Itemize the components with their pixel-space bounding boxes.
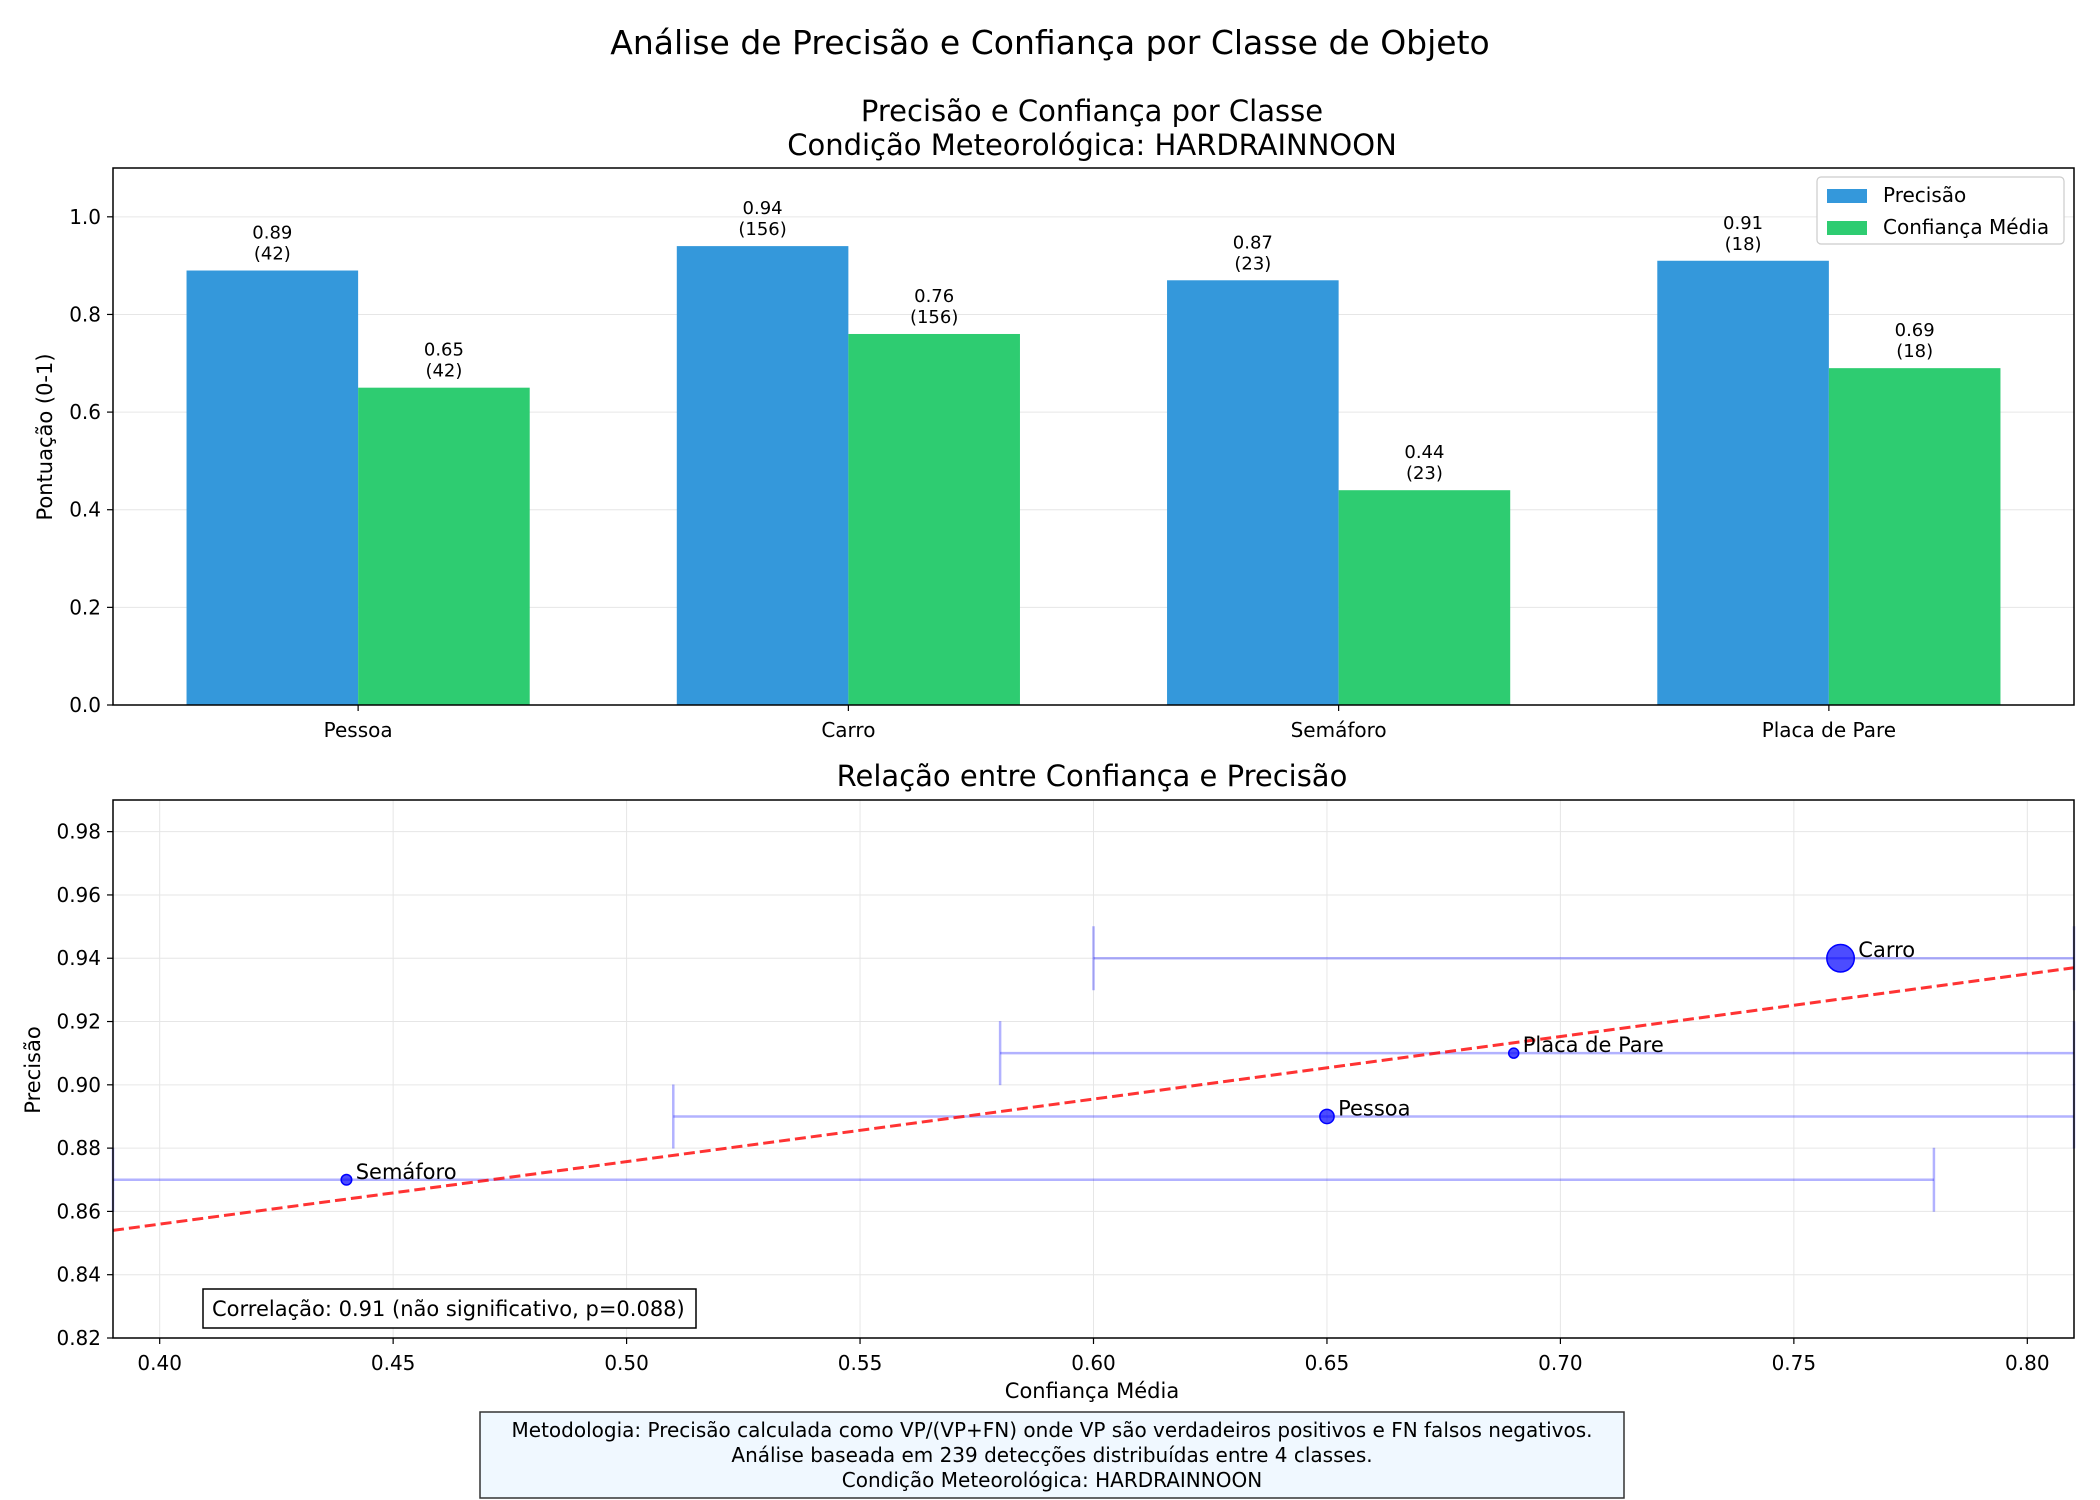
point-semaforo (340, 1173, 353, 1186)
legend-label-precisao: Precisão (1883, 183, 1966, 207)
bar-confianca-media-semaforo (1338, 490, 1511, 705)
scatter-x-tick-label: 0.45 (371, 1351, 416, 1375)
legend-swatch-confianca-media (1827, 221, 1867, 235)
scatter-y-tick-label: 0.94 (56, 946, 101, 970)
bar-confianca-media-pessoa (358, 387, 530, 705)
scatter-y-tick-label: 0.96 (56, 883, 101, 907)
bar-precisao-semaforo (1167, 280, 1339, 705)
scatter-gridlines (113, 800, 2074, 1339)
bar-count-label: (156) (910, 307, 958, 328)
bar-count-label: (18) (1725, 234, 1762, 255)
bar-value-label: 0.89 (252, 223, 292, 244)
bar-value-label: 0.65 (424, 340, 464, 361)
bar-x-tick-label: Carro (821, 718, 875, 742)
scatter-y-tick-label: 0.98 (56, 820, 101, 844)
bar-count-label: (23) (1234, 253, 1271, 274)
bar-y-tick-label: 0.0 (69, 693, 101, 717)
point-label-placa-de-pare: Placa de Pare (1523, 1033, 1664, 1057)
scatter-x-tick-label: 0.40 (137, 1351, 182, 1375)
scatter-plot-frame (112, 799, 2075, 1339)
legend-box (1816, 176, 2065, 245)
bar-y-tick-label: 0.4 (69, 498, 101, 522)
scatter-x-tick-label: 0.75 (1772, 1351, 1817, 1375)
scatter-y-tick-label: 0.90 (56, 1073, 101, 1097)
bar-confianca-media-placa-de-pare (1828, 368, 2001, 705)
point-label-carro: Carro (1858, 938, 1915, 962)
point-label-semaforo: Semáforo (356, 1160, 457, 1184)
methodology-box: Metodologia: Precisão calculada como VP/… (479, 1411, 1625, 1499)
bar-value-label: 0.44 (1404, 442, 1444, 463)
bar-value-label: 0.76 (914, 286, 954, 307)
bar-y-axis-label: Pontuação (0-1) (33, 353, 57, 520)
methodology-line-1: Metodologia: Precisão calculada como VP/… (512, 1418, 1593, 1442)
bar-x-tick-label: Pessoa (324, 718, 393, 742)
trend-line (112, 966, 2075, 1232)
scatter-y-tick-label: 0.86 (56, 1199, 101, 1223)
scatter-x-tick-label: 0.55 (838, 1351, 883, 1375)
figure-title: Análise de Precisão e Confiança por Clas… (610, 23, 1489, 62)
bar-confianca-media-carro (848, 333, 1020, 705)
bar-chart-subtitle: Condição Meteorológica: HARDRAINNOON (787, 128, 1397, 162)
bar-chart: Precisão e Confiança por Classe Condição… (33, 94, 2075, 742)
bar-precisao-placa-de-pare (1657, 260, 1829, 705)
scatter-y-axis-label: Precisão (21, 1026, 45, 1113)
bar-y-tick-label: 0.8 (69, 302, 101, 326)
bar-x-tick-label: Semáforo (1291, 718, 1387, 742)
bar-precisao-carro (676, 246, 849, 706)
methodology-line-2: Análise baseada em 239 detecções distrib… (731, 1443, 1372, 1467)
correlation-annotation: Correlação: 0.91 (não significativo, p=0… (212, 1297, 685, 1321)
scatter-y-tick-label: 0.82 (56, 1326, 101, 1350)
scatter-chart: Relação entre Confiança e Precisão Confi… (21, 759, 2076, 1403)
scatter-y-tick-label: 0.88 (56, 1136, 101, 1160)
bar-value-label: 0.87 (1233, 232, 1273, 253)
bar-y-tick-label: 0.6 (69, 400, 101, 424)
scatter-x-tick-label: 0.65 (1305, 1351, 1350, 1375)
scatter-y-tick-label: 0.92 (56, 1010, 101, 1034)
point-carro (1826, 943, 1856, 973)
bar-legend: Precisão Confiança Média (1816, 176, 2065, 245)
bar-plot-frame (112, 167, 2075, 706)
bar-y-tick-label: 1.0 (69, 205, 101, 229)
scatter-x-tick-label: 0.70 (1538, 1351, 1583, 1375)
scatter-axes: 0.40 0.45 0.50 0.55 0.60 0.65 0.70 0.75 0.80 0.82… (56, 799, 2075, 1375)
point-label-pessoa: Pessoa (1338, 1096, 1410, 1120)
point-placa-de-pare (1507, 1047, 1520, 1059)
bar-count-label: (42) (425, 361, 462, 382)
correlation-box: Correlação: 0.91 (não significativo, p=0… (202, 1288, 697, 1329)
legend-label-confianca-media: Confiança Média (1883, 215, 2049, 239)
legend-swatch-precisao (1827, 189, 1867, 203)
bar-chart-title: Precisão e Confiança por Classe (861, 94, 1323, 128)
bar-x-tick-label: Placa de Pare (1762, 718, 1896, 742)
scatter-marks: Pessoa Carro Semáforo Placa de Pare (111, 926, 2076, 1232)
scatter-x-tick-label: 0.60 (1071, 1351, 1116, 1375)
bar-marks: 0.89(42)0.65(42)0.94(156)0.76(156)0.87(2… (186, 198, 2001, 706)
scatter-x-tick-label: 0.50 (604, 1351, 649, 1375)
scatter-x-tick-label: 0.80 (2005, 1351, 2050, 1375)
bar-count-label: (18) (1896, 341, 1933, 362)
scatter-y-tick-label: 0.84 (56, 1263, 101, 1287)
scatter-chart-title: Relação entre Confiança e Precisão (837, 759, 1348, 793)
scatter-x-axis-label: Confiança Média (1005, 1379, 1179, 1403)
bar-precisao-pessoa (186, 270, 359, 705)
bar-value-label: 0.91 (1723, 213, 1763, 234)
methodology-line-3: Condição Meteorológica: HARDRAINNOON (842, 1468, 1262, 1492)
bar-count-label: (23) (1406, 463, 1443, 484)
bar-value-label: 0.69 (1895, 320, 1935, 341)
bar-count-label: (42) (254, 244, 291, 265)
bar-value-label: 0.94 (743, 198, 783, 219)
bar-y-tick-label: 0.2 (69, 595, 101, 619)
bar-count-label: (156) (738, 219, 786, 240)
point-pessoa (1319, 1108, 1335, 1125)
bar-axes: 0.0 0.2 0.4 0.6 0.8 1.0 Pessoa Carro Semáforo Pla… (69, 167, 2075, 742)
